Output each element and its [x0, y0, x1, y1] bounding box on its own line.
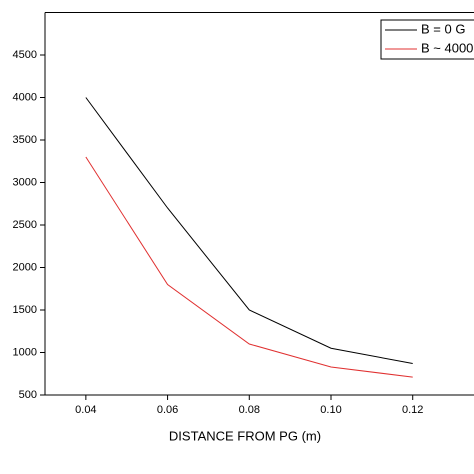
y-tick-label: 1000 — [13, 346, 37, 358]
x-tick-label: 0.10 — [320, 404, 341, 416]
y-tick-label: 2000 — [13, 261, 37, 273]
legend-label: B = 0 G — [421, 21, 465, 36]
y-tick-label: 3500 — [13, 134, 37, 146]
legend-box — [380, 19, 474, 60]
series-line — [85, 97, 413, 365]
y-tick-label: 4500 — [13, 49, 37, 61]
x-tick-label: 0.08 — [239, 404, 260, 416]
x-tick-label: 0.06 — [157, 404, 178, 416]
y-tick-label: 3000 — [13, 176, 37, 188]
y-tick-label: 500 — [19, 389, 37, 401]
y-tick-label: 1500 — [13, 304, 37, 316]
y-tick-label: 4000 — [13, 91, 37, 103]
y-tick-label: 2500 — [13, 219, 37, 231]
x-tick-label: 0.04 — [75, 404, 96, 416]
x-axis-label: DISTANCE FROM PG (m) — [169, 428, 321, 443]
series-line — [85, 156, 413, 378]
x-tick-label: 0.12 — [402, 404, 423, 416]
legend-label: B ~ 4000 — [421, 40, 473, 55]
